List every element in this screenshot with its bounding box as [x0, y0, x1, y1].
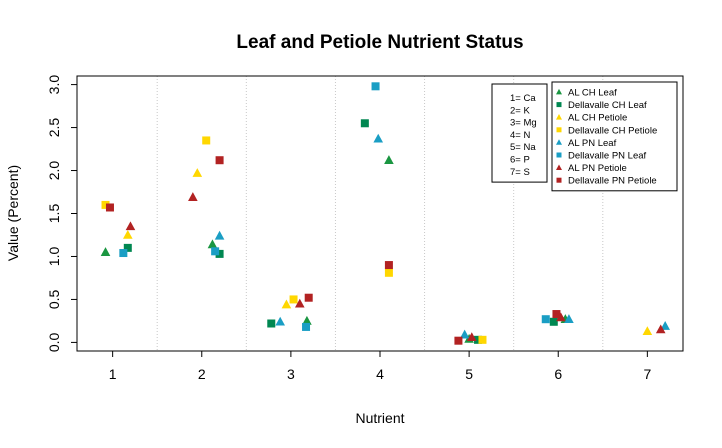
data-point: [100, 247, 111, 256]
data-point: [188, 192, 198, 201]
nutrient-key-box: 1= Ca2= K 3= Mg4= N5= Na 6= P7= S: [491, 83, 548, 183]
data-point: [360, 119, 369, 128]
legend-marker: [556, 164, 562, 170]
y-axis-title: Value (Percent): [5, 165, 21, 261]
data-point: [642, 326, 653, 336]
data-point: [192, 168, 203, 177]
legend-marker: [556, 177, 562, 183]
series-group: [122, 168, 653, 336]
data-point: [267, 319, 276, 328]
data-point: [105, 203, 114, 212]
legend-marker: [556, 88, 562, 95]
legend-label: AL CH Petiole: [568, 113, 627, 124]
data-point: [302, 322, 311, 331]
data-point: [125, 221, 136, 231]
data-point: [101, 200, 110, 209]
series-group: [214, 133, 670, 339]
legend-label: AL PN Leaf: [568, 138, 617, 149]
y-tick-label: 2.5: [46, 118, 62, 138]
legend-marker: [556, 139, 562, 145]
data-point: [454, 336, 463, 345]
data-point: [207, 239, 218, 249]
legend-marker: [556, 102, 562, 108]
data-point: [459, 329, 470, 339]
data-point: [564, 314, 574, 323]
data-point: [294, 298, 305, 308]
nutrient-key-frame: [491, 83, 548, 183]
data-point: [122, 229, 133, 239]
data-point: [552, 310, 561, 319]
data-point: [215, 249, 224, 258]
legend-frame: [551, 81, 678, 192]
nutrient-key-entry: 4= N: [510, 130, 530, 141]
legend-marker: [556, 114, 562, 120]
data-point: [384, 155, 394, 164]
y-tick-label: 1.0: [46, 247, 62, 267]
x-tick-label: 1: [109, 366, 117, 382]
data-point: [211, 247, 220, 256]
y-tick-label: 0.5: [46, 289, 62, 309]
nutrient-key-entry: 2= K: [510, 105, 530, 116]
legend-label: Dellavalle PN Petiole: [568, 176, 657, 187]
x-tick-label: 2: [198, 366, 206, 382]
nutrient-key-entry: 1= Ca: [510, 93, 536, 104]
data-point: [478, 335, 487, 344]
data-point: [215, 156, 224, 165]
x-tick-label: 7: [643, 366, 651, 382]
x-tick-label: 5: [465, 366, 473, 382]
data-point: [123, 243, 132, 252]
data-point: [371, 82, 380, 91]
nutrient-key-entry: 7= S: [510, 167, 530, 178]
data-point: [384, 268, 393, 277]
data-point: [384, 261, 393, 270]
data-point: [202, 136, 211, 145]
axes-layer: 1 2 3 4 5 6 7 0.0 0.5 1.0 1.5 2.0 2.5 3.0: [46, 75, 651, 382]
legend-label: AL CH Leaf: [568, 88, 617, 99]
data-point: [214, 230, 225, 240]
x-tick-label: 6: [554, 366, 562, 382]
y-tick-label: 3.0: [46, 75, 62, 95]
legend-marker: [556, 152, 562, 158]
legend-marker: [556, 127, 562, 133]
data-point: [474, 335, 483, 344]
y-tick-label: 2.0: [46, 161, 62, 181]
data-point: [549, 317, 558, 326]
legend-label: AL PN Petiole: [568, 163, 627, 174]
series-group: [125, 192, 666, 342]
data-point: [119, 249, 128, 258]
legend-label: Dellavalle PN Leaf: [568, 151, 647, 162]
chart-title: Leaf and Petiole Nutrient Status: [236, 32, 523, 53]
nutrient-key-entry: 6= P: [510, 155, 530, 166]
marks-layer: [100, 82, 670, 345]
nutrient-key-entry: 5= Na: [510, 142, 536, 153]
x-tick-label: 4: [376, 366, 384, 382]
data-point: [660, 321, 670, 330]
data-point: [655, 324, 666, 334]
data-point: [281, 299, 292, 309]
y-tick-label: 0.0: [46, 332, 62, 352]
legend-label: Dellavalle CH Petiole: [568, 125, 657, 136]
x-tick-label: 3: [287, 366, 295, 382]
data-point: [466, 332, 477, 342]
series-group: [123, 119, 558, 344]
data-point: [304, 293, 313, 302]
data-point: [373, 133, 384, 143]
data-point: [556, 312, 566, 322]
series-group: [100, 155, 571, 343]
data-point: [275, 316, 285, 326]
y-tick-label: 1.5: [46, 204, 62, 224]
series-group: [105, 156, 561, 345]
series-group: [101, 136, 487, 344]
series-group: [119, 82, 550, 331]
nutrient-key-entry: 3= Mg: [510, 118, 537, 129]
data-point: [289, 295, 298, 304]
legend-label: Dellavalle CH Leaf: [568, 100, 647, 111]
data-point: [302, 315, 312, 325]
data-point: [541, 315, 550, 324]
x-axis-title: Nutrient: [355, 410, 404, 426]
